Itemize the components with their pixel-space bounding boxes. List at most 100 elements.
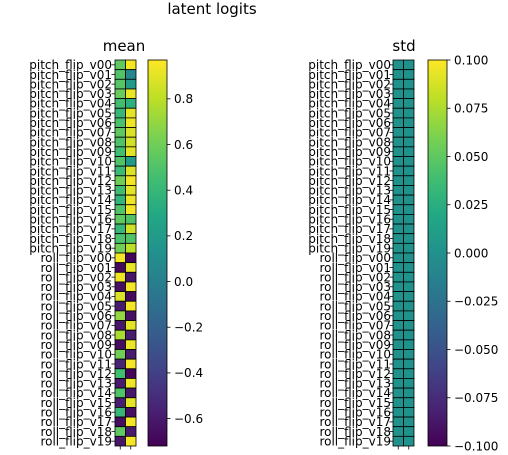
heatmap-cell [404,234,415,244]
heatmap-cell [404,176,415,186]
heatmap-cell [115,378,126,388]
heatmap-cell [393,185,404,195]
colorbar-tick-label: 0.100 [454,53,488,67]
heatmap-cell [115,108,126,118]
heatmap-cell [393,378,404,388]
heatmap-cell [404,108,415,118]
colorbar-tick-label: −0.050 [454,343,498,357]
heatmap-cell [404,166,415,176]
heatmap-cell [115,272,126,282]
heatmap-cell [115,176,126,186]
heatmap-cell [393,340,404,350]
heatmap-cell [126,79,137,89]
colorbar [148,60,167,446]
heatmap-cell [115,427,126,437]
heatmap-cell [404,311,415,321]
heatmap-cell [126,166,137,176]
heatmap-cell [126,272,137,282]
colorbar-tick-label: 0.025 [454,198,488,212]
heatmap-cell [393,369,404,379]
heatmap-cell [404,340,415,350]
heatmap-cell [115,118,126,128]
heatmap-cell [404,195,415,205]
heatmap-cell [404,388,415,398]
heatmap-cell [126,195,137,205]
heatmap-cell [115,185,126,195]
heatmap-cell [393,214,404,224]
heatmap-cell [404,369,415,379]
heatmap-cell [115,234,126,244]
heatmap-cell [393,176,404,186]
heatmap-cell [393,147,404,157]
heatmap-cell [393,417,404,427]
colorbar-tick-label: −0.075 [454,391,498,405]
heatmap-cell [115,137,126,147]
heatmap-cell [126,137,137,147]
heatmap-cell [404,436,415,446]
heatmap-cell [115,70,126,80]
colorbar-tick-label: 0.0 [174,275,193,289]
heatmap-cell [115,243,126,253]
heatmap-cell [126,205,137,215]
heatmap-cell [404,263,415,273]
heatmap-cell [404,185,415,195]
heatmap-cell [404,350,415,360]
colorbar [428,60,447,446]
heatmap-cell [126,330,137,340]
heatmap-cell [126,427,137,437]
heatmap-cell [126,157,137,167]
colorbar-tick-label: 0.8 [174,92,193,106]
figure-title: latent logits [167,0,257,18]
heatmap-cell [115,369,126,379]
heatmap-cell [115,128,126,138]
heatmap-cell [126,398,137,408]
heatmap-cell [393,89,404,99]
heatmap-cell [115,99,126,109]
heatmap-cell [115,407,126,417]
heatmap-cell [404,224,415,234]
heatmap-cell [115,417,126,427]
heatmap-cell [393,99,404,109]
heatmap-cell [393,388,404,398]
mean-panel-title: mean [103,37,146,55]
heatmap-cell [126,176,137,186]
colorbar-tick-label: 0.000 [454,246,488,260]
heatmap-cell [126,417,137,427]
heatmap-cell [404,99,415,109]
heatmap-cell [126,321,137,331]
colorbar-tick-label: −0.025 [454,295,498,309]
heatmap-cell [126,99,137,109]
colorbar-tick-label: 0.4 [174,183,193,197]
heatmap-cell [404,128,415,138]
colorbar-tick-label: −0.4 [174,366,203,380]
mean-panel: pitch_flip_v00pitch_flip_v01pitch_flip_v… [29,58,203,449]
heatmap-cell [393,243,404,253]
heatmap-cell [393,253,404,263]
heatmap-cell [393,282,404,292]
colorbar-tick-label: 0.075 [454,102,488,116]
heatmap-cell [115,195,126,205]
heatmap-cell [393,70,404,80]
heatmap-cell [404,89,415,99]
heatmap-cell [393,166,404,176]
heatmap-cell [404,214,415,224]
heatmap-cell [404,301,415,311]
heatmap-cell [393,350,404,360]
heatmap-cell [404,79,415,89]
heatmap-cell [115,350,126,360]
heatmap-cell [393,321,404,331]
heatmap-cell [393,272,404,282]
heatmap-cell [115,311,126,321]
colorbar-tick-label: −0.2 [174,321,203,335]
colorbar-tick-label: 0.6 [174,138,193,152]
heatmap-cell [393,60,404,70]
heatmap-cell [393,311,404,321]
heatmap-cell [115,263,126,273]
heatmap-cell [115,79,126,89]
heatmap-cell [115,436,126,446]
heatmap-cell [126,108,137,118]
heatmap-cell [126,369,137,379]
heatmap-cell [126,118,137,128]
heatmap-cell [126,214,137,224]
heatmap-cell [393,224,404,234]
